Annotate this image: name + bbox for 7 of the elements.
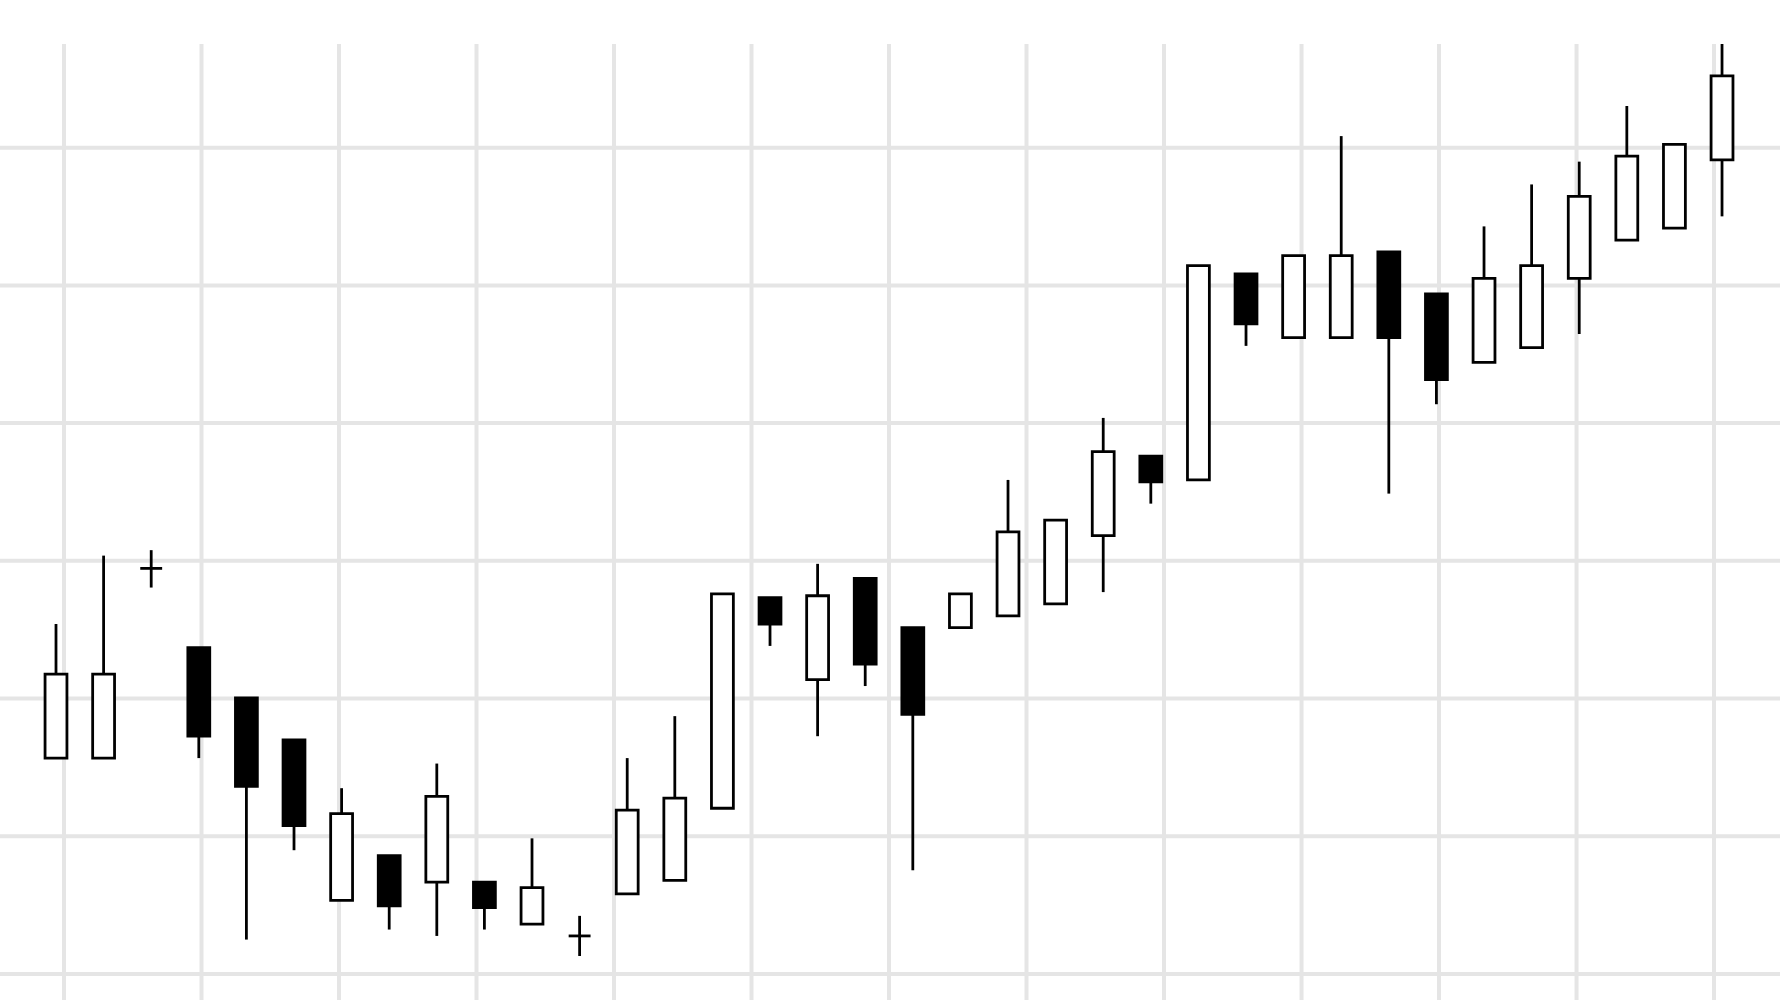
candlestick (948, 592, 973, 630)
candlestick (519, 836, 545, 926)
candlestick (472, 880, 497, 931)
candlestick (757, 596, 783, 648)
candlestick (138, 548, 164, 589)
candlestick (1138, 454, 1164, 506)
candlestick (567, 914, 592, 958)
